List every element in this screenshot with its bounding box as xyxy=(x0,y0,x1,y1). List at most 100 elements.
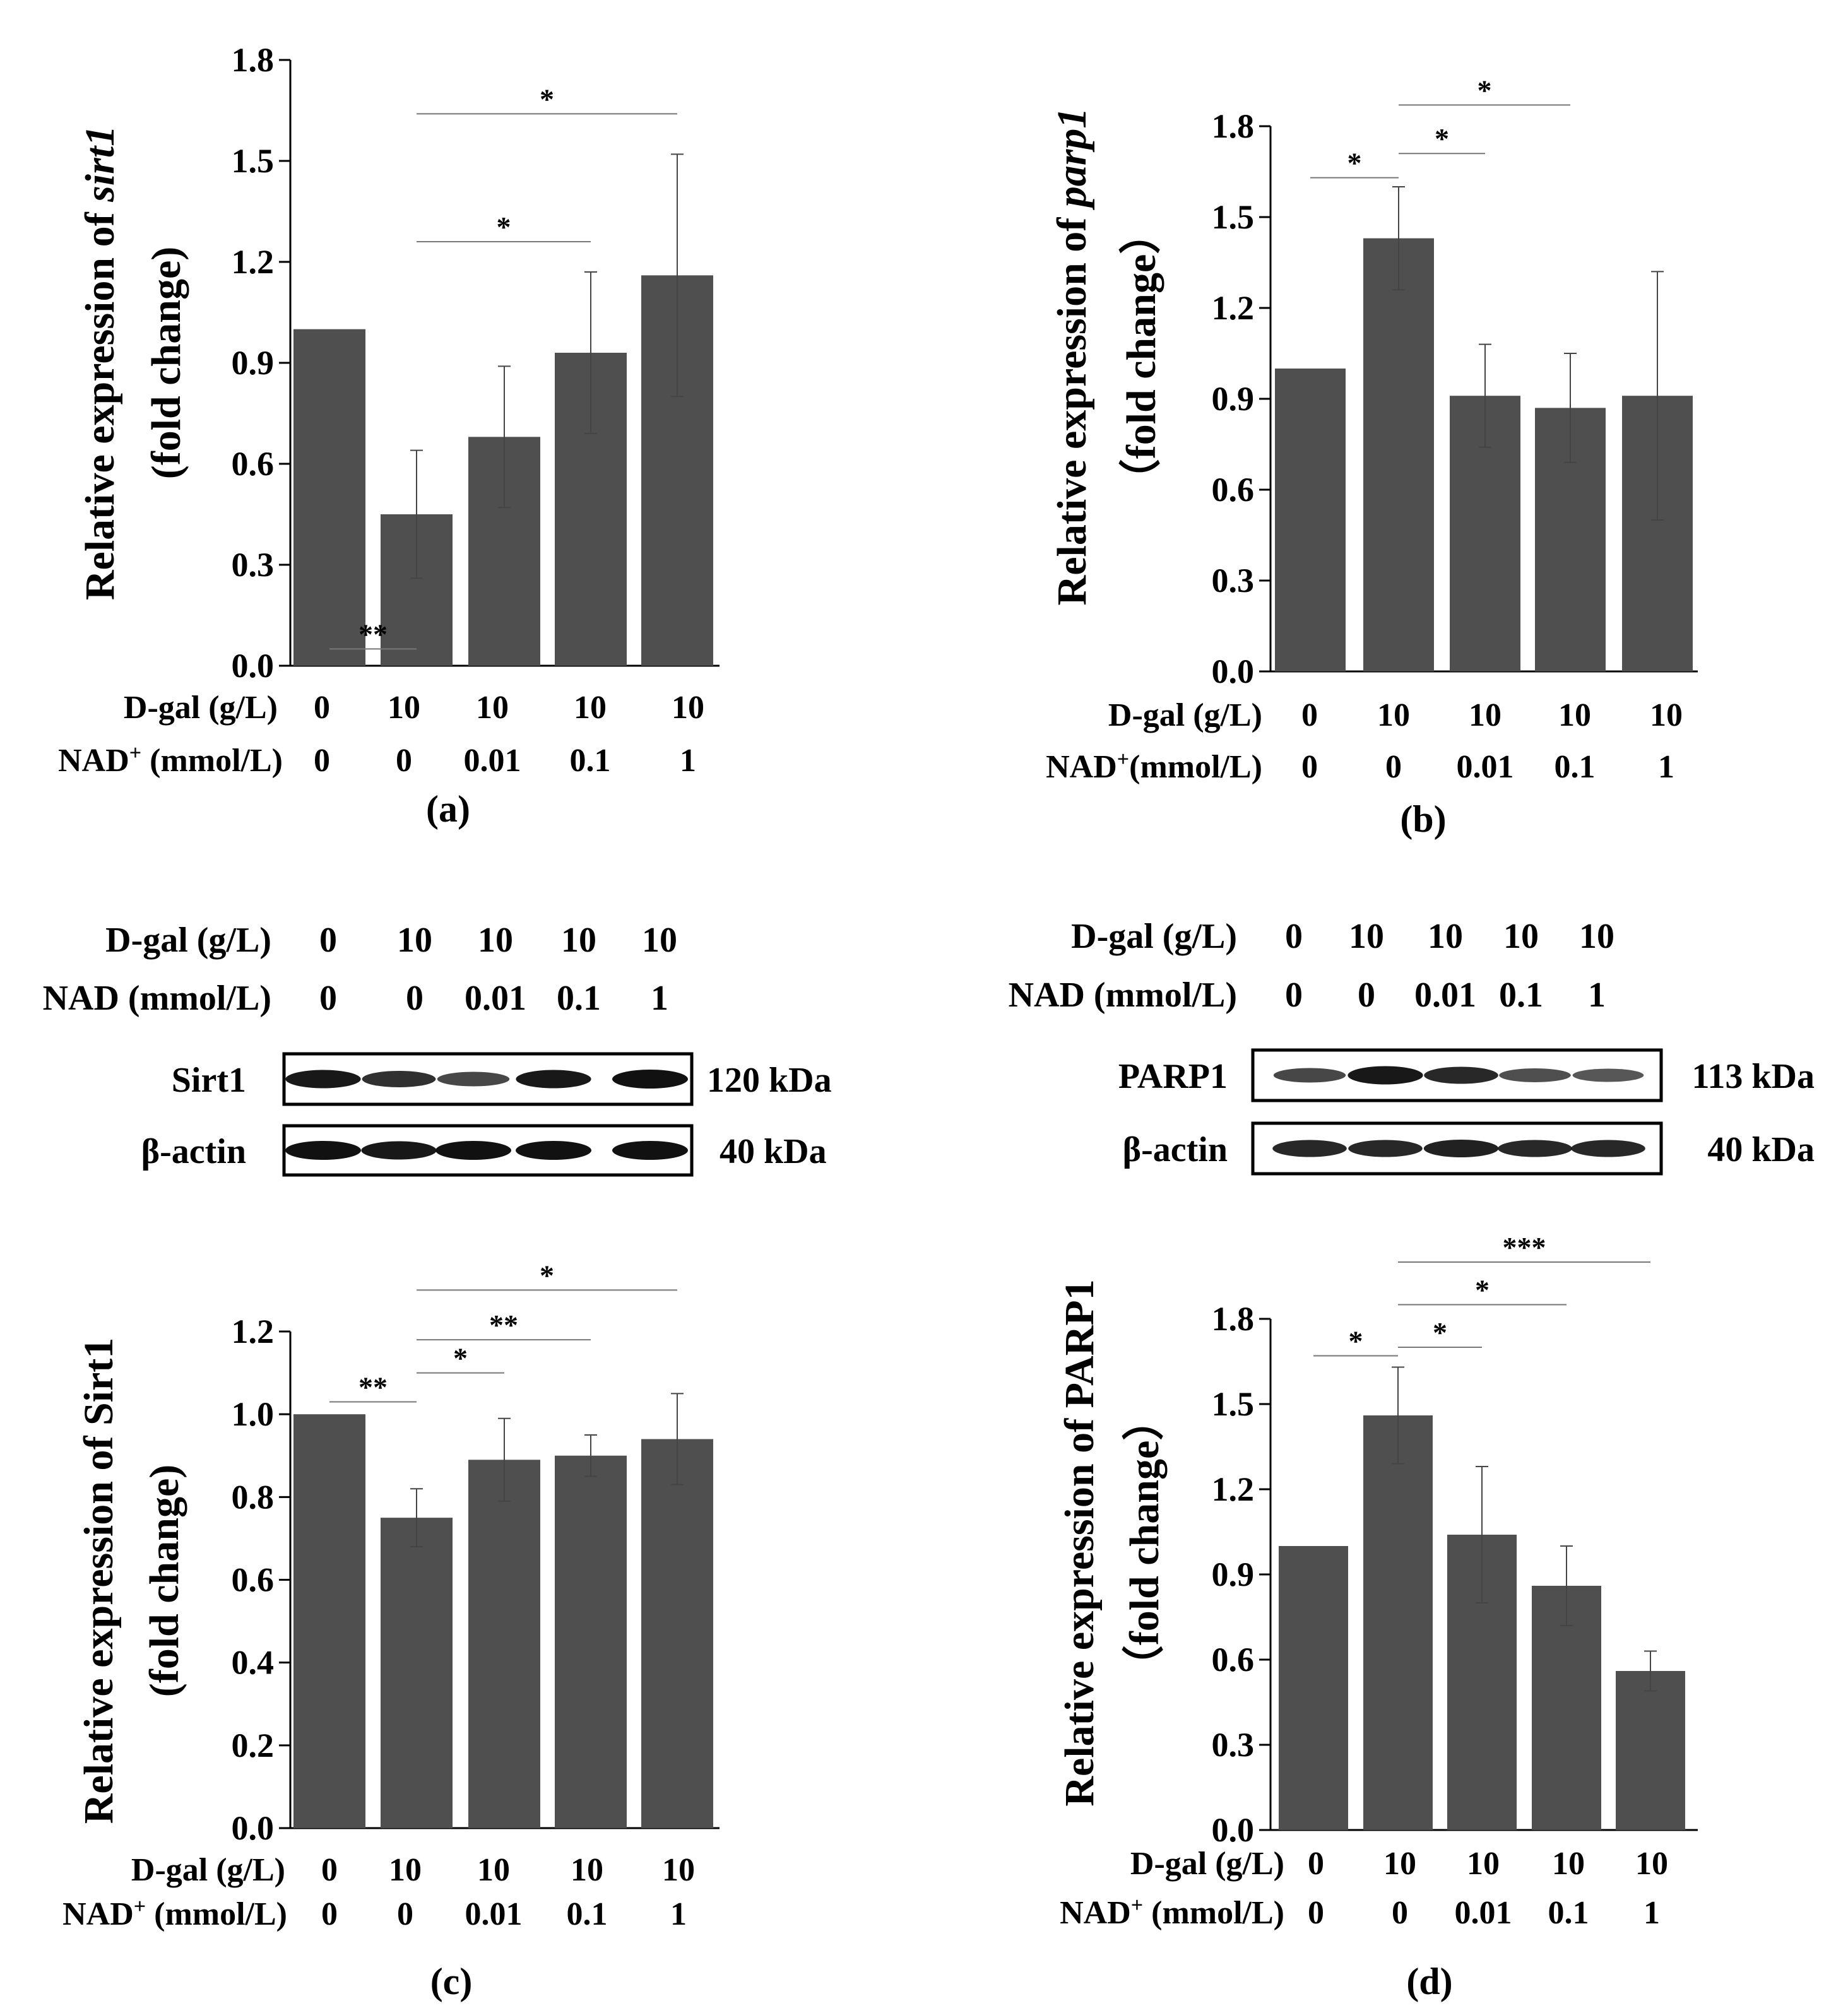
dgal-value-0: 0 xyxy=(1308,1846,1324,1882)
y-tick-label: 0.6 xyxy=(1212,471,1255,509)
nad-label-text: NAD xyxy=(58,743,129,779)
band-0-lane-4 xyxy=(1572,1068,1644,1082)
nad-value-3: 0.1 xyxy=(1555,749,1596,785)
y-tick-label: 0.3 xyxy=(1212,1726,1255,1764)
band-1-lane-4 xyxy=(1571,1140,1645,1157)
y-tick-label: 0.9 xyxy=(1212,380,1255,418)
blot-dgal-label: D-gal (g/L) xyxy=(1071,917,1237,956)
significance-label-3: * xyxy=(540,1259,554,1291)
blot-dgal-value-3: 10 xyxy=(1503,917,1539,956)
band-1-lane-1 xyxy=(1348,1140,1423,1157)
nad-row-label: NAD+ (mmol/L) xyxy=(1060,1894,1284,1932)
dgal-value-1: 10 xyxy=(389,1852,422,1888)
band-0-lane-1 xyxy=(362,1071,436,1087)
significance-label-0: * xyxy=(1349,1325,1363,1357)
y-tick-label: 0.8 xyxy=(232,1478,275,1516)
blot-dgal-value-0: 0 xyxy=(319,921,337,960)
dgal-value-2: 10 xyxy=(477,1852,510,1888)
nad-label-unit: (mmol/L) xyxy=(1129,749,1262,785)
band-1-lane-3 xyxy=(516,1141,591,1160)
bar-0 xyxy=(293,329,365,666)
y-tick-label: 0.0 xyxy=(1212,1811,1255,1849)
nad-value-2: 0.01 xyxy=(464,743,521,779)
blot-dgal-value-2: 10 xyxy=(1428,917,1463,956)
y-tick-label: 0.6 xyxy=(232,445,275,483)
significance-label-1: * xyxy=(1435,122,1449,155)
nad-value-2: 0.01 xyxy=(465,1896,523,1932)
chart-panel-d: 0.0 0.3 0.6 0.9 1.2 1.5 1.8 Relative expression… xyxy=(1057,1231,1698,2002)
band-1-lane-0 xyxy=(1272,1140,1347,1157)
nad-value-3: 0.1 xyxy=(1548,1895,1589,1931)
y-axis-label-gene: sirt1 xyxy=(77,126,123,203)
significance-label-2: * xyxy=(540,83,554,115)
y-tick-label: 1.2 xyxy=(232,243,275,281)
significance-label-3: *** xyxy=(1503,1231,1546,1263)
dgal-value-4: 10 xyxy=(1650,697,1683,733)
y-tick-label: 1.8 xyxy=(1212,107,1255,145)
dgal-row-label: D-gal (g/L) xyxy=(124,690,278,726)
y-tick-label: 0.9 xyxy=(1212,1556,1255,1593)
bar-0 xyxy=(1279,1546,1348,1830)
nad-label-unit: (mmol/L) xyxy=(141,743,283,779)
nad-value-0: 0 xyxy=(314,743,330,779)
nad-value-3: 0.1 xyxy=(570,743,611,779)
dgal-value-3: 10 xyxy=(1558,697,1591,733)
blot-band-name-1: β-actin xyxy=(141,1132,246,1171)
dgal-value-2: 10 xyxy=(1467,1846,1500,1882)
band-1-lane-3 xyxy=(1498,1140,1572,1157)
y-axis-unit-label: （fold change） xyxy=(1118,213,1164,501)
dgal-value-3: 10 xyxy=(1552,1846,1585,1882)
significance-label-0: ** xyxy=(358,618,388,650)
blot-nad-value-3: 0.1 xyxy=(557,979,601,1018)
nad-value-1: 0 xyxy=(397,1896,413,1932)
dgal-value-3: 10 xyxy=(574,690,607,726)
nad-label-sup: + xyxy=(134,1895,146,1918)
y-axis-label: Relative expression of parp1 xyxy=(1049,108,1095,606)
y-tick-label: 1.5 xyxy=(1212,1385,1255,1423)
blot-nad-value-1: 0 xyxy=(406,979,424,1018)
significance-label-2: * xyxy=(1478,74,1492,106)
y-tick-label: 1.8 xyxy=(1212,1300,1255,1338)
chart-panel-c: 0.0 0.2 0.4 0.6 0.8 1.0 1.2 Relative expression… xyxy=(62,1259,720,2002)
panel-label: (a) xyxy=(426,788,470,830)
blot-band-name-0: PARP1 xyxy=(1118,1057,1228,1096)
band-1-lane-2 xyxy=(1423,1140,1499,1157)
y-axis-unit-label: （fold change） xyxy=(1121,1399,1168,1687)
y-tick-label: 0.6 xyxy=(1212,1641,1255,1679)
nad-value-4: 1 xyxy=(1644,1895,1660,1931)
nad-value-0: 0 xyxy=(321,1896,338,1932)
significance-label-1: * xyxy=(497,211,511,243)
bar-0 xyxy=(1275,369,1346,671)
blot-band-kda-1: 40 kDa xyxy=(720,1132,827,1171)
y-tick-label: 1.5 xyxy=(232,142,275,180)
band-0-lane-2 xyxy=(437,1071,510,1087)
significance-label-0: * xyxy=(1348,147,1362,179)
dgal-value-0: 0 xyxy=(1301,697,1318,733)
nad-row-label: NAD+(mmol/L) xyxy=(1046,748,1262,786)
blot-nad-value-0: 0 xyxy=(1285,976,1303,1015)
y-axis-label: Relative expression of PARP1 xyxy=(1057,1279,1103,1806)
bar-3 xyxy=(1532,1586,1601,1830)
y-axis-label-gene: parp1 xyxy=(1049,108,1095,211)
blot-nad-label: NAD (mmol/L) xyxy=(1009,976,1237,1015)
y-axis-label: Relative expression of Sirt1 xyxy=(76,1338,122,1824)
dgal-row-label: D-gal (g/L) xyxy=(131,1852,285,1888)
panel-label: (d) xyxy=(1406,1961,1452,2002)
y-tick-label: 1.0 xyxy=(232,1395,275,1433)
blot-left: D-gal (g/L) NAD (mmol/L) 0 10 10 10 10 0 0 0.01 0.… xyxy=(43,921,832,1177)
band-1-lane-0 xyxy=(285,1141,361,1160)
blot-nad-value-3: 0.1 xyxy=(1499,976,1543,1015)
nad-label-unit: (mmol/L) xyxy=(1143,1895,1284,1931)
y-tick-label: 0.3 xyxy=(232,546,275,584)
nad-label-sup: + xyxy=(1117,748,1129,771)
bar-4 xyxy=(1616,1671,1685,1830)
dgal-value-1: 10 xyxy=(1383,1846,1416,1882)
chart-panel-a: 0.0 0.3 0.6 0.9 1.2 1.5 1.8 Relative expression… xyxy=(58,41,720,830)
nad-label-unit: (mmol/L) xyxy=(146,1896,287,1932)
y-tick-label: 1.2 xyxy=(232,1313,275,1350)
blot-nad-label: NAD (mmol/L) xyxy=(43,979,271,1018)
blot-nad-value-2: 0.01 xyxy=(1414,976,1476,1015)
blot-nad-value-4: 1 xyxy=(651,979,668,1018)
y-axis-label-main: Relative expression of xyxy=(77,202,123,600)
